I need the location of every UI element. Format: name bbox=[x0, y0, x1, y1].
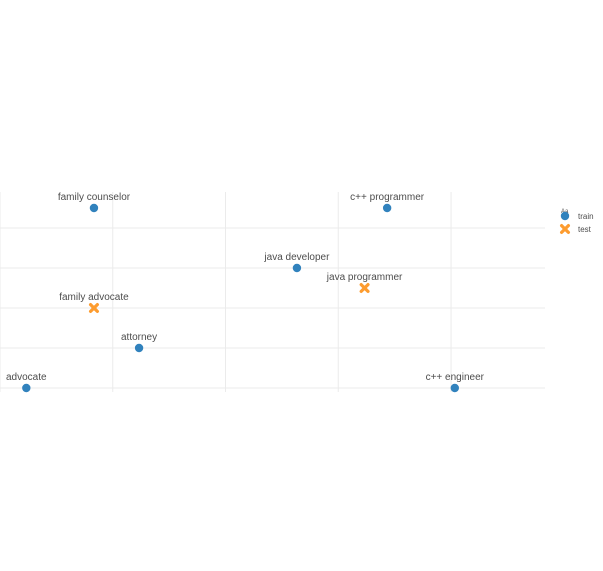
legend-key-test bbox=[559, 224, 571, 234]
point-7-train bbox=[450, 383, 459, 393]
point-6-train bbox=[22, 383, 31, 393]
legend-label-test: test bbox=[578, 225, 592, 234]
point-label-0: family counselor bbox=[58, 192, 131, 203]
point-label-1: c++ programmer bbox=[350, 192, 425, 203]
point-label-2: java developer bbox=[263, 252, 330, 263]
data-points bbox=[22, 203, 459, 393]
point-label-7: c++ engineer bbox=[426, 372, 485, 383]
grid bbox=[0, 192, 545, 392]
point-label-5: attorney bbox=[121, 332, 157, 343]
point-0-train bbox=[89, 203, 99, 213]
point-label-6: advocate bbox=[6, 372, 47, 383]
point-label-3: java programmer bbox=[326, 272, 403, 283]
legend-label-train: train bbox=[578, 212, 594, 221]
point-1-train bbox=[382, 203, 392, 213]
point-label-4: family advocate bbox=[59, 292, 129, 303]
point-labels: family counselor c++ programmer java devel… bbox=[6, 192, 485, 383]
point-2-train bbox=[292, 263, 302, 273]
point-5-train bbox=[134, 343, 144, 353]
point-4-test bbox=[88, 303, 99, 313]
point-3-test bbox=[359, 283, 370, 293]
legend-key-train bbox=[560, 211, 570, 221]
